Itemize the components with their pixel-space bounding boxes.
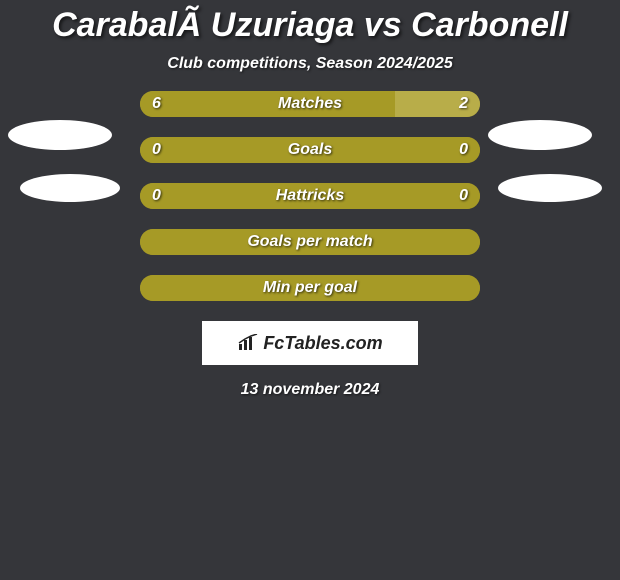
avatar-placeholder: [498, 174, 602, 202]
logo-box: FcTables.com: [202, 321, 418, 365]
page-title: CarabalÃ Uzuriaga vs Carbonell: [0, 0, 620, 45]
bar-chart-icon: [237, 334, 259, 352]
stat-row: Matches62: [140, 91, 480, 117]
logo-text: FcTables.com: [263, 333, 382, 354]
stat-bar-left: [140, 183, 480, 209]
avatar-placeholder: [8, 120, 112, 150]
stat-bar-right: [395, 91, 480, 117]
stat-bar-left: [140, 137, 480, 163]
stat-bar-left: [140, 91, 395, 117]
subtitle: Club competitions, Season 2024/2025: [0, 55, 620, 73]
avatar-placeholder: [20, 174, 120, 202]
avatar-placeholder: [488, 120, 592, 150]
stat-bar-left: [140, 229, 480, 255]
stat-row: Goals00: [140, 137, 480, 163]
logo: FcTables.com: [237, 333, 382, 354]
date-text: 13 november 2024: [0, 381, 620, 399]
stat-bar-left: [140, 275, 480, 301]
stat-row: Min per goal: [140, 275, 480, 301]
stat-row: Hattricks00: [140, 183, 480, 209]
stat-row: Goals per match: [140, 229, 480, 255]
